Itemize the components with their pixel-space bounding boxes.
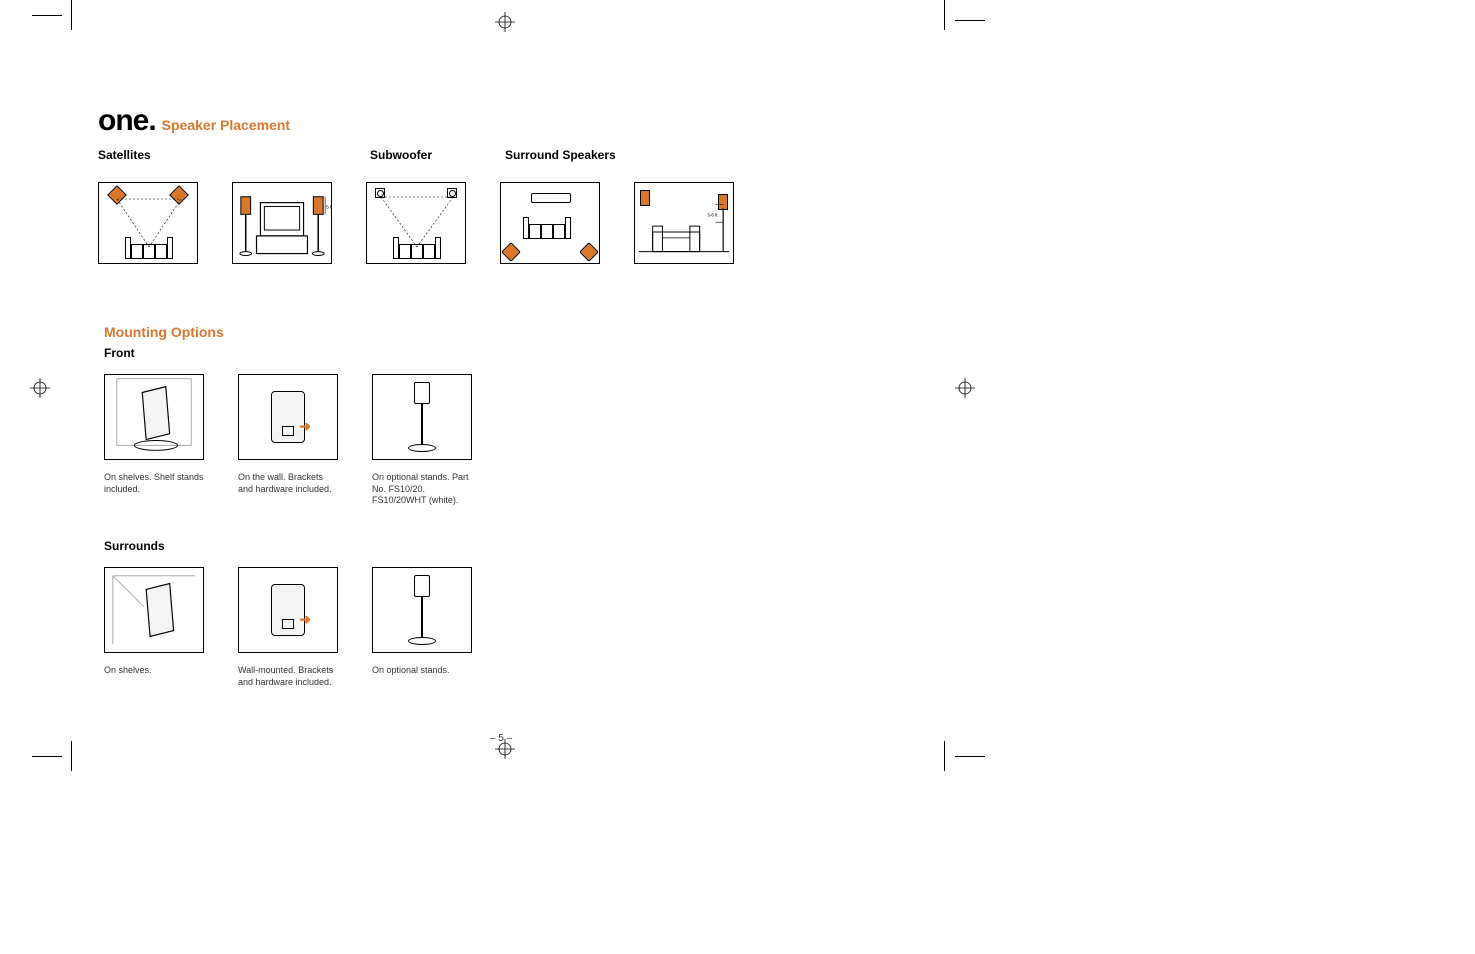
crop-mark	[955, 741, 985, 771]
page-number: – 5 –	[490, 733, 512, 744]
registration-mark	[30, 378, 50, 398]
page-title-row: one. Speaker Placement	[98, 104, 758, 138]
mounting-options-section: Mounting Options Front On shelves. Shelf…	[98, 324, 758, 688]
option-front-wall: ➜ On the wall. Brackets and hardware inc…	[238, 374, 338, 507]
title-sub: Speaker Placement	[162, 117, 290, 133]
option-caption: On shelves. Shelf stands included.	[104, 472, 204, 495]
option-illustration	[372, 567, 472, 653]
speaker-icon	[503, 244, 520, 261]
label-satellites: Satellites	[98, 148, 370, 162]
subheading-surrounds: Surrounds	[104, 539, 758, 553]
heading-mounting: Mounting Options	[104, 324, 758, 340]
option-illustration	[104, 567, 204, 653]
title-main: one.	[98, 104, 156, 138]
registration-mark	[955, 378, 975, 398]
crop-mark	[56, 741, 86, 771]
arrow-icon: ➜	[299, 611, 311, 628]
annotation-text: 5 ft	[326, 204, 331, 210]
option-caption: On the wall. Brackets and hardware inclu…	[238, 472, 338, 495]
label-surround: Surround Speakers	[505, 148, 758, 162]
option-sur-stand: On optional stands.	[372, 567, 472, 688]
option-caption: On optional stands.	[372, 665, 472, 677]
option-caption: On shelves.	[104, 665, 204, 677]
room-side-icon: 5-6 ft	[635, 183, 733, 263]
speaker-corner-icon	[105, 567, 203, 653]
option-sur-wall: ➜ Wall-mounted. Brackets and hardware in…	[238, 567, 338, 688]
speaker-stand-icon	[408, 575, 436, 645]
option-illustration: ➜	[238, 374, 338, 460]
arrow-icon: ➜	[299, 418, 311, 435]
page-content: one. Speaker Placement Satellites Subwoo…	[98, 104, 758, 688]
registration-mark	[495, 12, 515, 32]
couch-icon	[523, 217, 571, 239]
label-subwoofer: Subwoofer	[370, 148, 505, 162]
option-caption: Wall-mounted. Brackets and hardware incl…	[238, 665, 338, 688]
option-illustration	[372, 374, 472, 460]
annotation-text: 5-6 ft	[708, 212, 719, 217]
speaker-icon	[271, 584, 305, 636]
diagram-satellites-topview	[98, 182, 198, 264]
diagram-surround-sideview: 5-6 ft	[634, 182, 734, 264]
option-sur-shelf: On shelves.	[104, 567, 204, 688]
diagram-satellites-frontview: 5 ft	[232, 182, 332, 264]
speaker-icon	[581, 244, 598, 261]
subheading-front: Front	[104, 346, 758, 360]
front-options-row: On shelves. Shelf stands included. ➜ On …	[104, 374, 758, 507]
speaker-icon	[271, 391, 305, 443]
crop-mark	[955, 5, 985, 35]
surround-options-row: On shelves. ➜ Wall-mounted. Brackets and…	[104, 567, 758, 688]
option-front-stand: On optional stands. Part No. FS10/20. FS…	[372, 374, 472, 507]
option-caption: On optional stands. Part No. FS10/20. FS…	[372, 472, 472, 507]
diagram-subwoofer-topview	[366, 182, 466, 264]
option-illustration: ➜	[238, 567, 338, 653]
couch-icon	[393, 237, 441, 259]
crop-mark	[56, 0, 86, 30]
row1-labels: Satellites Subwoofer Surround Speakers	[98, 148, 758, 162]
option-illustration	[104, 374, 204, 460]
tv-setup-icon: 5 ft	[233, 183, 331, 263]
speaker-stand-icon	[408, 382, 436, 452]
speaker-shelf-icon	[105, 374, 203, 460]
couch-icon	[125, 237, 173, 259]
diagram-surround-topview	[500, 182, 600, 264]
placement-diagrams-row: 5 ft	[98, 182, 758, 264]
option-front-shelf: On shelves. Shelf stands included.	[104, 374, 204, 507]
tv-icon	[531, 193, 571, 203]
